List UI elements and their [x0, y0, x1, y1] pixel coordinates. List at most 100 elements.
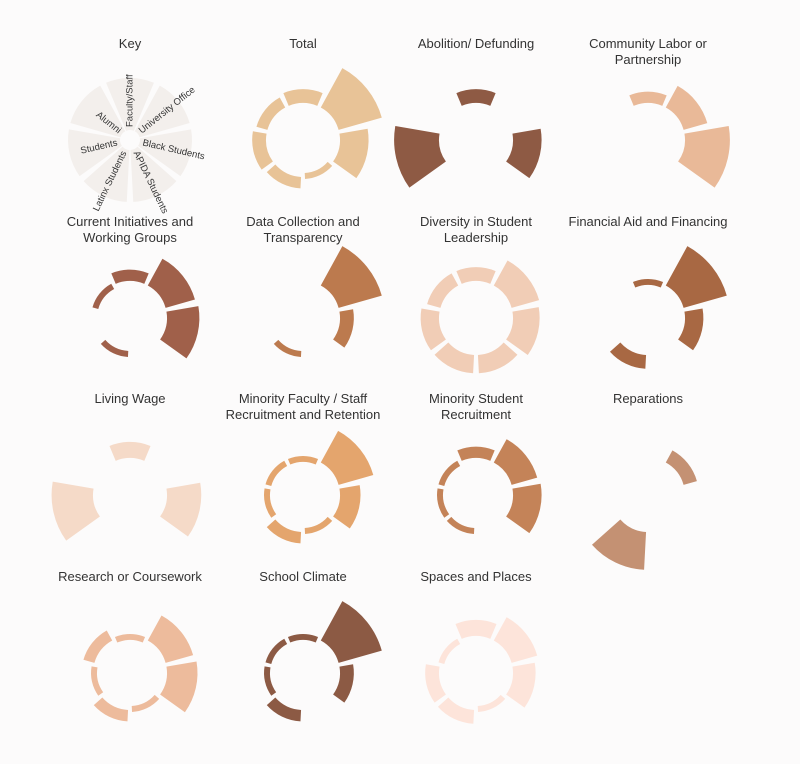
bar-university-office — [320, 430, 374, 485]
key-wedge-students — [68, 129, 122, 177]
bar-latinx-students — [437, 697, 475, 724]
bar-black-students — [333, 485, 361, 529]
bar-black-students — [333, 664, 354, 703]
bar-latinx-students — [609, 342, 647, 369]
panel-title-line: Research or Coursework — [58, 569, 202, 584]
bar-faculty-staff — [629, 91, 667, 106]
bar-apida-students — [477, 694, 506, 712]
panel-school-climate: School Climate — [259, 569, 382, 722]
panel-title-line: Diversity in Student — [420, 214, 532, 229]
panel-title-line: Total — [289, 36, 317, 51]
bar-faculty-staff — [455, 619, 497, 639]
bar-latinx-students — [591, 519, 647, 570]
panel-title-line: Community Labor or — [589, 36, 707, 51]
bar-university-office — [665, 246, 727, 308]
bar-faculty-staff — [287, 455, 319, 465]
key-wedge-latinx-students — [83, 146, 130, 202]
bar-faculty-staff — [456, 89, 496, 106]
bar-faculty-staff — [287, 633, 319, 643]
bar-university-office — [493, 260, 540, 308]
bar-latinx-students — [93, 697, 129, 722]
bar-faculty-staff — [457, 446, 495, 461]
bar-apida-students — [304, 161, 333, 179]
bar-black-students — [333, 309, 354, 348]
panel-title-line: Working Groups — [83, 230, 177, 245]
bar-students — [425, 664, 446, 703]
bar-alumni — [438, 638, 461, 664]
bar-black-students — [160, 661, 198, 713]
bar-latinx-students — [266, 519, 302, 544]
panel-title-line: Current Initiatives and — [67, 214, 193, 229]
bar-latinx-students — [434, 342, 475, 374]
bar-alumni — [265, 460, 288, 486]
key-wedge-university-office — [134, 85, 190, 138]
bar-faculty-staff — [114, 633, 146, 643]
key-wedge-faculty-staff — [106, 78, 154, 131]
panel-title-line: Minority Student — [429, 391, 523, 406]
panel-total: Total — [252, 36, 382, 189]
bar-apida-students — [304, 516, 333, 534]
key-wedge-black-students — [138, 129, 192, 177]
panel-title-line: Reparations — [613, 391, 684, 406]
bar-university-office — [320, 601, 382, 663]
panel-title-line: Abolition/ Defunding — [418, 36, 534, 51]
bar-faculty-staff — [111, 269, 149, 284]
bar-black-students — [333, 128, 369, 179]
bar-alumni — [256, 97, 286, 130]
bar-black-students — [678, 308, 704, 351]
panel-title-line: Recruitment and Retention — [226, 407, 381, 422]
bar-black-students — [506, 307, 540, 356]
panel-reparations: Reparations — [591, 391, 697, 570]
bar-university-office — [665, 450, 697, 485]
bar-students — [264, 666, 277, 696]
bar-students — [51, 481, 100, 541]
bar-students — [394, 125, 446, 188]
bar-alumni — [83, 630, 113, 663]
bar-university-office — [320, 68, 382, 130]
bar-university-office — [147, 258, 195, 308]
bar-black-students — [506, 483, 542, 534]
bar-students — [264, 488, 277, 518]
bar-students — [91, 666, 104, 696]
panel-title-line: Living Wage — [94, 391, 165, 406]
bar-university-office — [665, 85, 708, 130]
bar-faculty-staff — [632, 278, 664, 288]
bar-alumni — [438, 460, 461, 486]
key-wedge-alumni — [70, 85, 126, 138]
bar-latinx-students — [266, 164, 302, 189]
panel-research-or-coursework: Research or Coursework — [58, 569, 202, 722]
panel-living-wage: Living Wage — [51, 391, 202, 541]
bar-latinx-students — [446, 516, 475, 534]
key-label-faculty-staff: Faculty/Staff — [125, 74, 136, 127]
panel-title-line: School Climate — [259, 569, 346, 584]
bar-university-office — [493, 439, 538, 485]
bar-alumni — [427, 273, 459, 308]
bar-black-students — [506, 128, 542, 179]
bar-apida-students — [131, 694, 160, 712]
bar-black-students — [160, 306, 200, 359]
bar-latinx-students — [266, 697, 302, 722]
key-wedge-apida-students — [130, 146, 177, 202]
bar-students — [420, 308, 446, 351]
bar-alumni — [265, 638, 288, 664]
panel-title-line: Transparency — [264, 230, 343, 245]
panel-title-line: Partnership — [615, 52, 681, 67]
key-title: Key — [119, 36, 142, 51]
bar-latinx-students — [100, 339, 129, 357]
bar-university-office — [147, 615, 194, 663]
bar-university-office — [493, 617, 538, 663]
bar-students — [437, 488, 450, 518]
bar-faculty-staff — [283, 89, 323, 106]
panel-title-line: Recruitment — [441, 407, 511, 422]
bar-black-students — [506, 662, 536, 708]
panel-title-line: Spaces and Places — [420, 569, 532, 584]
bar-black-students — [678, 125, 730, 188]
bar-faculty-staff — [109, 441, 151, 461]
